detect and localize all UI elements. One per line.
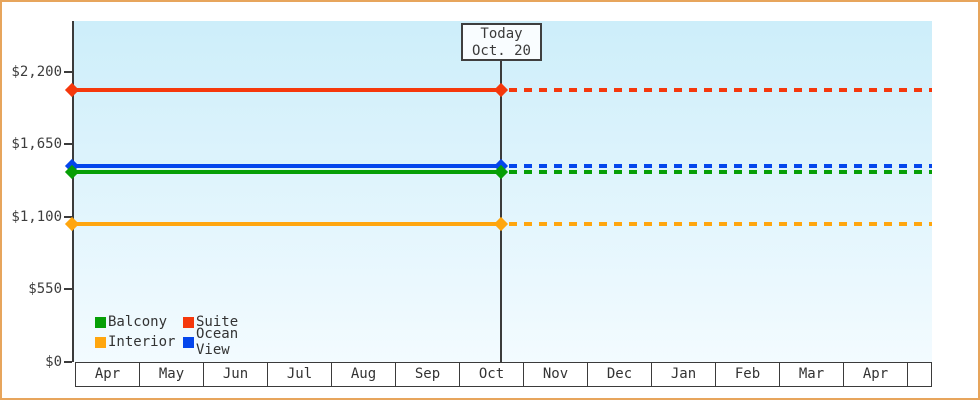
- ocean-view-solid-line: [72, 163, 501, 168]
- month-cell-2-jun: Jun: [204, 363, 268, 386]
- suite-dashed-line: [509, 87, 932, 92]
- y-axis-line: [72, 21, 74, 362]
- ocean-view-swatch-icon: [183, 336, 194, 348]
- y-tick-1100: [64, 215, 72, 218]
- x-axis-month-row: Apr May Jun Jul Aug Sep Oct Nov Dec Jan Feb Mar Apr: [75, 362, 932, 387]
- month-cell-3-jul: Jul: [268, 363, 332, 386]
- y-tick-label-550: $550: [28, 281, 62, 297]
- suite-swatch-icon: [183, 316, 194, 328]
- month-cell-11-mar: Mar: [780, 363, 844, 386]
- legend: Balcony Suite Interior Ocean View: [95, 312, 271, 358]
- balcony-swatch-icon: [95, 316, 106, 328]
- y-tick-label-0: $0: [45, 353, 62, 370]
- suite-solid-line: [72, 87, 501, 92]
- legend-item-balcony: Balcony: [95, 314, 183, 330]
- month-cell-4-aug: Aug: [332, 363, 396, 386]
- month-cell-8-dec: Dec: [588, 363, 652, 386]
- y-tick-label-1650: $1,650: [11, 136, 62, 152]
- y-tick-label-2200: $2,200: [11, 63, 62, 80]
- legend-item-suite: Suite: [183, 314, 271, 330]
- interior-dashed-line: [509, 221, 932, 226]
- legend-row-1: Interior Ocean View: [95, 326, 271, 358]
- today-date: Oct. 20: [471, 43, 531, 59]
- month-cell-0-apr: Apr: [76, 363, 140, 386]
- month-cell-12-apr: Apr: [844, 363, 908, 386]
- legend-label-ocean-view: Ocean View: [196, 326, 239, 358]
- legend-item-ocean-view: Ocean View: [183, 326, 271, 358]
- legend-label-interior: Interior: [108, 334, 176, 350]
- legend-item-interior: Interior: [95, 334, 183, 350]
- y-tick-0: [64, 360, 72, 363]
- y-tick-550: [64, 288, 72, 290]
- month-cell-1-may: May: [140, 363, 204, 386]
- month-cell-9-jan: Jan: [652, 363, 716, 386]
- interior-solid-line: [72, 221, 501, 226]
- legend-label-balcony: Balcony: [108, 314, 168, 330]
- legend-label-suite: Suite: [196, 314, 239, 330]
- y-tick-2200: [64, 70, 72, 73]
- month-cell-7-nov: Nov: [524, 363, 588, 386]
- y-tick-label-1100: $1,100: [11, 208, 62, 225]
- legend-row-0: Balcony Suite: [95, 312, 271, 332]
- month-cell-10-feb: Feb: [716, 363, 780, 386]
- balcony-solid-line: [72, 169, 501, 174]
- y-tick-1650: [64, 143, 72, 145]
- month-cell-stub: [908, 363, 931, 386]
- plot-area: [74, 21, 932, 362]
- ocean-view-dashed-line: [509, 163, 932, 168]
- month-cell-6-oct: Oct: [460, 363, 524, 386]
- today-title: Today: [480, 26, 523, 42]
- today-vertical-line: [500, 61, 502, 362]
- balcony-dashed-line: [509, 169, 932, 174]
- month-cell-5-sep: Sep: [396, 363, 460, 386]
- interior-swatch-icon: [95, 336, 106, 348]
- today-label-box: Today Oct. 20: [461, 23, 542, 61]
